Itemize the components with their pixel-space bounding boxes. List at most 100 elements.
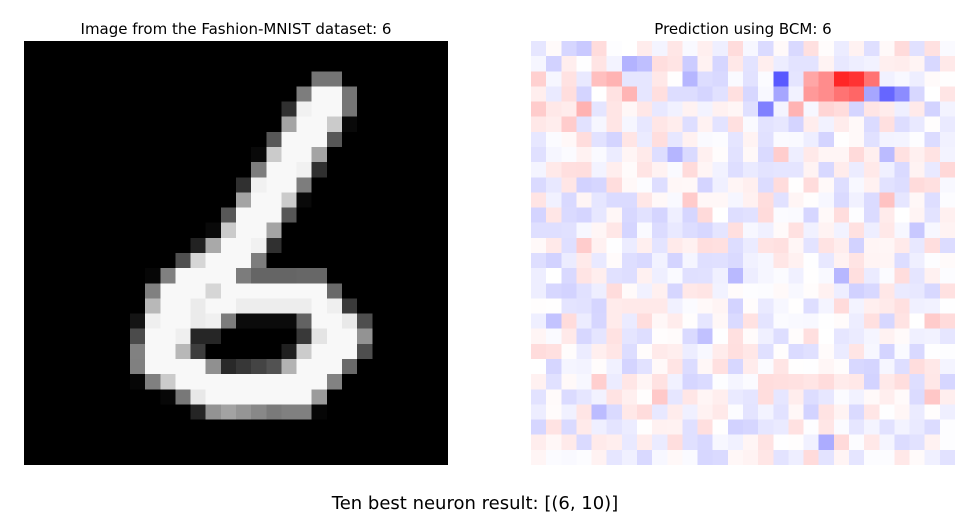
heatmap-cell	[758, 147, 774, 163]
heatmap-cell	[697, 389, 714, 405]
heatmap-cell	[621, 389, 638, 405]
digit-pixel	[357, 207, 373, 224]
digit-pixel	[372, 253, 388, 269]
digit-pixel	[190, 101, 207, 118]
heatmap-cell	[879, 404, 895, 420]
digit-pixel	[266, 253, 282, 269]
heatmap-cell	[773, 56, 789, 72]
digit-pixel	[417, 434, 434, 451]
digit-pixel	[387, 147, 403, 163]
digit-pixel	[205, 298, 222, 314]
heatmap-cell	[591, 41, 608, 57]
heatmap-cell	[561, 192, 577, 208]
digit-pixel	[54, 147, 70, 163]
heatmap-cell	[637, 449, 653, 465]
heatmap-cell	[939, 237, 955, 254]
heatmap-cell	[727, 56, 744, 72]
digit-pixel	[326, 313, 343, 330]
heatmap-cell	[879, 192, 895, 208]
digit-pixel	[24, 71, 40, 87]
digit-pixel	[387, 343, 403, 360]
digit-pixel	[387, 313, 403, 330]
heatmap-cell	[924, 404, 941, 420]
heatmap-cell	[576, 313, 592, 330]
heatmap-cell	[682, 86, 698, 102]
digit-pixel	[130, 207, 146, 224]
heatmap-cell	[637, 359, 653, 375]
heatmap-cell	[652, 222, 668, 239]
digit-pixel	[281, 192, 297, 208]
digit-pixel	[417, 359, 434, 375]
digit-pixel	[236, 177, 252, 193]
heatmap-cell	[637, 328, 653, 345]
heatmap-cell	[531, 313, 547, 330]
heatmap-cell	[849, 222, 865, 239]
heatmap-cell	[667, 177, 683, 193]
digit-pixel	[311, 313, 328, 330]
digit-pixel	[432, 359, 448, 375]
heatmap-cell	[712, 253, 729, 269]
digit-pixel	[39, 389, 55, 405]
digit-pixel	[145, 343, 161, 360]
heatmap-cell	[652, 434, 668, 451]
heatmap-cell	[712, 222, 729, 239]
heatmap-cell	[758, 434, 774, 451]
heatmap-cell	[591, 283, 608, 299]
digit-pixel	[326, 162, 343, 178]
heatmap-cell	[864, 374, 880, 390]
heatmap-cell	[531, 434, 547, 451]
heatmap-cell	[727, 162, 744, 178]
heatmap-cell	[788, 268, 804, 284]
heatmap-cell	[894, 41, 910, 57]
heatmap-cell	[758, 328, 774, 345]
digit-pixel	[432, 434, 448, 451]
heatmap-cell	[788, 41, 804, 57]
digit-pixel	[145, 237, 161, 254]
heatmap-cell	[864, 101, 880, 118]
digit-pixel	[145, 328, 161, 345]
heatmap-cell	[727, 101, 744, 118]
heatmap-cell	[546, 343, 562, 360]
heatmap-cell	[727, 207, 744, 224]
digit-pixel	[417, 101, 434, 118]
heatmap-cell	[818, 162, 835, 178]
heatmap-cell	[743, 268, 759, 284]
digit-pixel	[220, 253, 237, 269]
digit-pixel	[114, 56, 131, 72]
digit-pixel	[99, 404, 116, 420]
heatmap-cell	[531, 298, 547, 314]
heatmap-cell	[803, 101, 820, 118]
digit-pixel	[220, 298, 237, 314]
heatmap-cell	[712, 419, 729, 436]
digit-pixel	[296, 56, 313, 72]
digit-pixel	[114, 86, 131, 102]
digit-pixel	[220, 283, 237, 299]
digit-pixel	[387, 298, 403, 314]
heatmap-cell	[667, 222, 683, 239]
heatmap-cell	[591, 101, 608, 118]
heatmap-cell	[531, 71, 547, 87]
heatmap-cell	[712, 101, 729, 118]
digit-pixel	[372, 237, 388, 254]
heatmap-cell	[712, 359, 729, 375]
heatmap-cell	[652, 237, 668, 254]
digit-pixel	[175, 419, 191, 436]
heatmap-cell	[833, 449, 850, 465]
heatmap-cell	[697, 41, 714, 57]
heatmap-cell	[833, 177, 850, 193]
heatmap-cell	[712, 434, 729, 451]
heatmap-cell	[833, 298, 850, 314]
heatmap-cell	[561, 207, 577, 224]
digit-pixel	[266, 434, 282, 451]
heatmap-cell	[879, 177, 895, 193]
heatmap-cell	[818, 404, 835, 420]
digit-pixel	[342, 86, 358, 102]
heatmap-cell	[667, 343, 683, 360]
digit-pixel	[130, 131, 146, 148]
heatmap-cell	[758, 313, 774, 330]
heatmap-cell	[879, 131, 895, 148]
digit-pixel	[54, 343, 70, 360]
digit-pixel	[326, 449, 343, 465]
heatmap-cell	[561, 404, 577, 420]
digit-pixel	[24, 313, 40, 330]
